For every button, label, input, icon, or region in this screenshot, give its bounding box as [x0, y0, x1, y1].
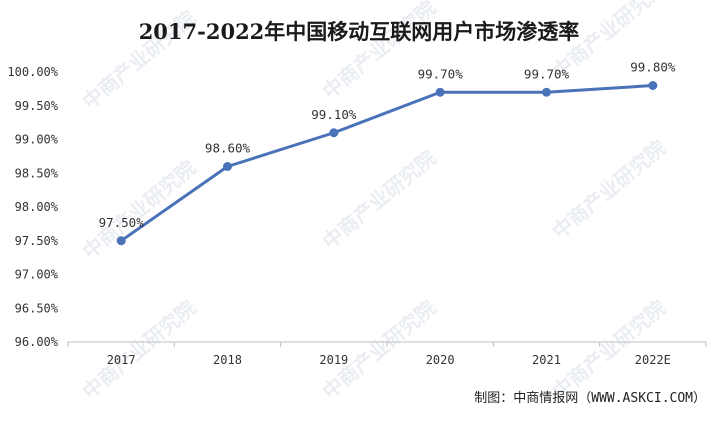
data-point: [223, 162, 232, 171]
x-tick-label: 2019: [319, 353, 348, 367]
y-tick-label: 98.50%: [15, 166, 59, 180]
series-layer: [116, 81, 658, 246]
data-label-layer: 97.50% 98.60% 99.10% 99.70% 99.70% 99.80%: [99, 60, 676, 230]
y-tick-label: 99.50%: [15, 99, 59, 113]
x-axis-ticks: 2017 2018 2019 2020 2021 2022E: [107, 353, 671, 367]
series-line: [120, 84, 653, 242]
data-point: [542, 87, 551, 97]
x-tick-label: 2018: [213, 353, 242, 367]
data-point: [435, 87, 445, 97]
data-label: 99.10%: [311, 107, 357, 122]
watermark-text: 中商产业研究院: [548, 135, 671, 243]
x-tick-label: 2022E: [635, 353, 671, 367]
y-tick-label: 96.00%: [15, 335, 59, 349]
source-credit: 制图：中商情报网（WWW.ASKCI.COM）: [474, 391, 706, 406]
data-label: 99.80%: [630, 60, 676, 75]
data-point: [329, 128, 339, 138]
x-tick-label: 2020: [426, 353, 455, 367]
axes: [67, 341, 707, 347]
watermark-text: 中商产业研究院: [78, 155, 201, 263]
y-tick-label: 98.00%: [15, 200, 59, 214]
x-tick-label: 2017: [107, 353, 136, 367]
data-label: 99.70%: [418, 66, 464, 81]
y-tick-label: 97.00%: [15, 268, 59, 282]
y-tick-label: 100.00%: [7, 65, 58, 79]
x-tick-label: 2021: [532, 353, 561, 367]
y-tick-label: 96.50%: [15, 301, 59, 315]
watermark-text: 中商产业研究院: [78, 295, 201, 403]
y-tick-label: 99.00%: [15, 133, 59, 147]
y-tick-label: 97.50%: [15, 234, 59, 248]
chart-title: 2017-2022年中国移动互联网用户市场渗透率: [138, 19, 580, 44]
watermark-text: 中商产业研究院: [318, 295, 441, 403]
watermark-text: 中商产业研究院: [318, 145, 441, 253]
data-label: 98.60%: [205, 141, 251, 156]
y-axis-ticks: 96.00% 96.50% 97.00% 97.50% 98.00% 98.50% 99.0…: [7, 65, 58, 349]
data-point: [648, 81, 658, 90]
data-label: 99.70%: [524, 66, 570, 81]
data-label: 97.50%: [99, 215, 145, 230]
data-point: [116, 236, 126, 246]
